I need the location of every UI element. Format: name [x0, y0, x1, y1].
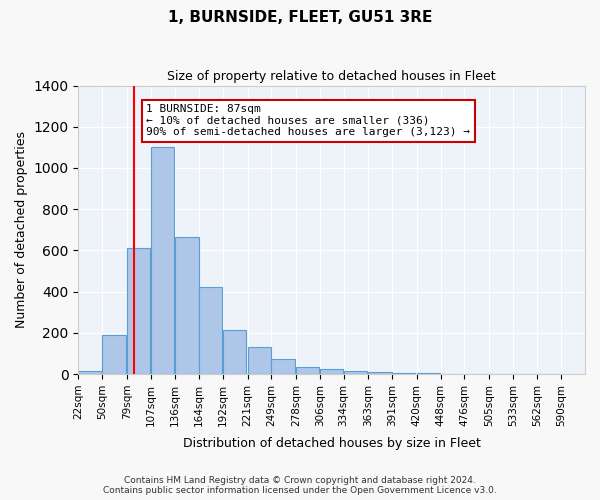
Bar — [223, 330, 246, 374]
Y-axis label: Number of detached properties: Number of detached properties — [15, 132, 28, 328]
Text: 1 BURNSIDE: 87sqm
← 10% of detached houses are smaller (336)
90% of semi-detache: 1 BURNSIDE: 87sqm ← 10% of detached hous… — [146, 104, 470, 138]
Bar — [151, 148, 174, 374]
Text: 1, BURNSIDE, FLEET, GU51 3RE: 1, BURNSIDE, FLEET, GU51 3RE — [168, 10, 432, 25]
Bar — [248, 348, 271, 374]
Text: Contains HM Land Registry data © Crown copyright and database right 2024.
Contai: Contains HM Land Registry data © Crown c… — [103, 476, 497, 495]
X-axis label: Distribution of detached houses by size in Fleet: Distribution of detached houses by size … — [183, 437, 481, 450]
Bar — [127, 248, 150, 374]
Bar — [344, 371, 367, 374]
Bar — [102, 335, 125, 374]
Bar — [296, 367, 319, 374]
Bar — [368, 372, 392, 374]
Bar — [320, 369, 343, 374]
Bar — [175, 237, 199, 374]
Title: Size of property relative to detached houses in Fleet: Size of property relative to detached ho… — [167, 70, 496, 83]
Bar — [79, 371, 102, 374]
Bar — [271, 358, 295, 374]
Bar — [392, 373, 415, 374]
Bar — [199, 288, 223, 374]
